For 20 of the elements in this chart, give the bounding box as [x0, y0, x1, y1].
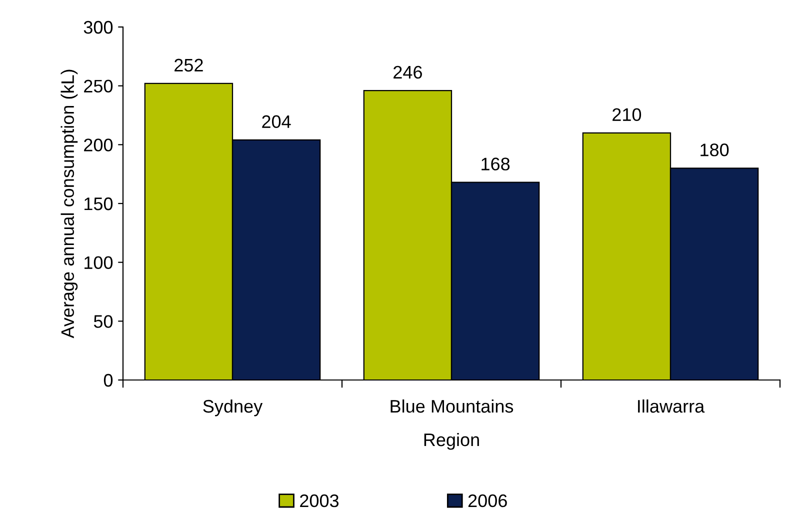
- data-label: 252: [174, 58, 203, 72]
- y-tick-label: 50: [94, 315, 113, 328]
- data-label: 210: [612, 108, 642, 121]
- y-tick-label: 150: [84, 197, 113, 210]
- y-tick-label: 250: [84, 80, 113, 93]
- x-tick-label: Illawarra: [638, 399, 705, 413]
- x-axis-title: Region: [424, 432, 479, 450]
- legend-label: 2006: [468, 494, 507, 508]
- data-label: 204: [262, 115, 291, 128]
- y-tick-label: 0: [104, 374, 113, 387]
- data-label: 246: [394, 66, 422, 79]
- data-label: 180: [700, 144, 729, 156]
- x-tick-label: Sydney: [203, 399, 263, 416]
- y-tick-label: 200: [84, 138, 113, 152]
- data-label: 168: [482, 158, 510, 170]
- y-axis-title: Average annual consumption (kL): [60, 70, 78, 338]
- x-tick-label: Blue Mountains: [390, 399, 514, 413]
- y-tick-label: 100: [84, 256, 113, 270]
- legend-label: 2003: [300, 494, 339, 508]
- y-tick-label: 300: [84, 20, 113, 34]
